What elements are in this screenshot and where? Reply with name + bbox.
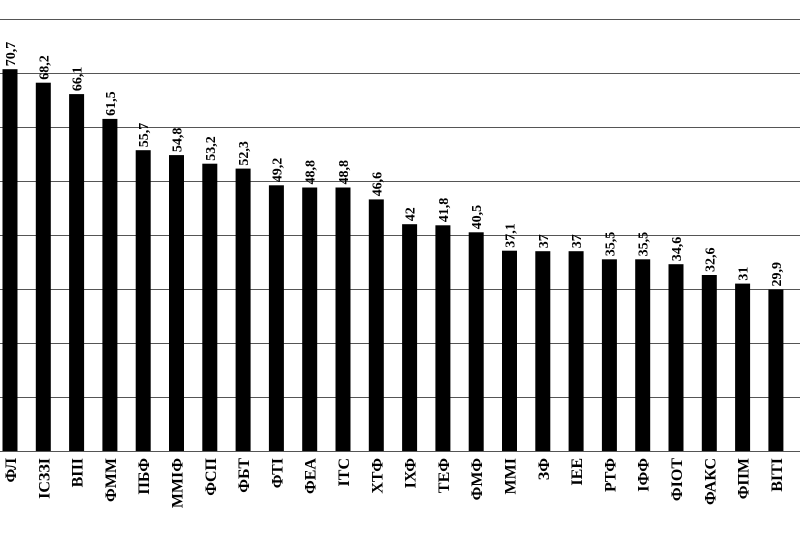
x-tick-labels: ФЛ ІСЗЗІ ВПІ ФММ ПБФ ММІФ ФСП ФБТ ФТІ ФЕА ІТС ХТФ ІХ… <box>3 457 786 508</box>
bar <box>735 283 751 451</box>
data-label: 37,1 <box>504 223 519 248</box>
bar <box>635 259 651 451</box>
data-label: 40,5 <box>470 205 485 230</box>
bar <box>668 264 684 451</box>
data-label: 35,5 <box>603 232 618 257</box>
bar <box>135 150 151 451</box>
data-label: 66,1 <box>71 67 86 92</box>
bar <box>368 199 384 451</box>
x-tick-label: ММІ <box>503 458 520 494</box>
data-label: 42 <box>404 207 419 221</box>
x-tick-label: ІТС <box>336 458 353 486</box>
bar <box>35 82 51 451</box>
x-tick-label: ВІТІ <box>769 458 786 492</box>
data-label: 37 <box>537 234 552 248</box>
x-tick-label: ВПІ <box>70 458 87 487</box>
bar <box>102 118 118 452</box>
x-tick-label: ФБТ <box>236 458 253 493</box>
data-label: 35,5 <box>637 232 652 257</box>
bar <box>402 224 418 451</box>
bar <box>701 275 717 451</box>
bar <box>202 163 218 451</box>
x-tick-label: ІХФ <box>403 458 420 489</box>
x-tick-label: ІСЗЗІ <box>36 458 53 499</box>
data-label: 46,6 <box>370 172 385 197</box>
data-label: 55,7 <box>137 123 152 148</box>
x-tick-label: ФМФ <box>469 458 486 501</box>
gridlines <box>0 19 800 452</box>
data-label: 34,6 <box>670 237 685 262</box>
data-label: 49,2 <box>270 158 285 183</box>
x-tick-label: ФСП <box>203 457 220 495</box>
bar <box>69 94 85 451</box>
data-label: 48,8 <box>337 160 352 185</box>
bar <box>502 250 517 451</box>
data-label: 29,9 <box>770 262 785 287</box>
bar <box>2 69 18 451</box>
data-label: 54,8 <box>171 128 186 153</box>
x-tick-label: РТФ <box>602 458 619 492</box>
bar <box>435 225 451 451</box>
x-tick-label: ФПМ <box>736 458 753 499</box>
bar <box>335 187 351 451</box>
data-label: 61,5 <box>104 91 119 115</box>
x-tick-label: ФЛ <box>3 458 20 483</box>
x-tick-label: ФММ <box>103 458 120 502</box>
bar <box>268 185 284 452</box>
data-label: 52,3 <box>237 141 252 166</box>
x-tick-label: ФЕА <box>303 458 320 494</box>
data-label: 70,7 <box>4 42 19 67</box>
data-label: 41,8 <box>437 198 452 223</box>
data-label: 53,2 <box>204 136 219 161</box>
bars <box>2 69 784 452</box>
bar <box>468 232 484 451</box>
data-label: 37 <box>570 234 585 248</box>
x-tick-label: ФАКС <box>702 458 719 505</box>
x-tick-label: ТЕФ <box>436 458 453 493</box>
bar <box>235 168 251 451</box>
data-label: 32,6 <box>703 248 718 273</box>
bar <box>768 289 784 451</box>
x-tick-label: ЗФ <box>536 458 553 480</box>
x-tick-label: ПБФ <box>136 458 153 495</box>
bar <box>601 259 617 451</box>
x-tick-label: ФТІ <box>269 458 286 488</box>
bar <box>535 251 551 451</box>
data-labels: 70,7 68,2 66,1 61,5 55,7 54,8 53,2 52,3 49,2 48,8… <box>4 42 785 287</box>
data-label: 68,2 <box>37 55 52 80</box>
x-tick-label: ММІФ <box>170 458 187 508</box>
x-tick-label: ІФФ <box>636 458 653 492</box>
bar <box>568 251 584 451</box>
x-tick-label: ФІОТ <box>669 458 686 501</box>
bar <box>302 187 318 451</box>
x-tick-label: ІЕЕ <box>569 458 586 486</box>
data-label: 31 <box>737 267 752 281</box>
data-label: 48,8 <box>304 160 319 185</box>
bar <box>169 155 184 451</box>
x-tick-label: ХТФ <box>369 458 386 494</box>
